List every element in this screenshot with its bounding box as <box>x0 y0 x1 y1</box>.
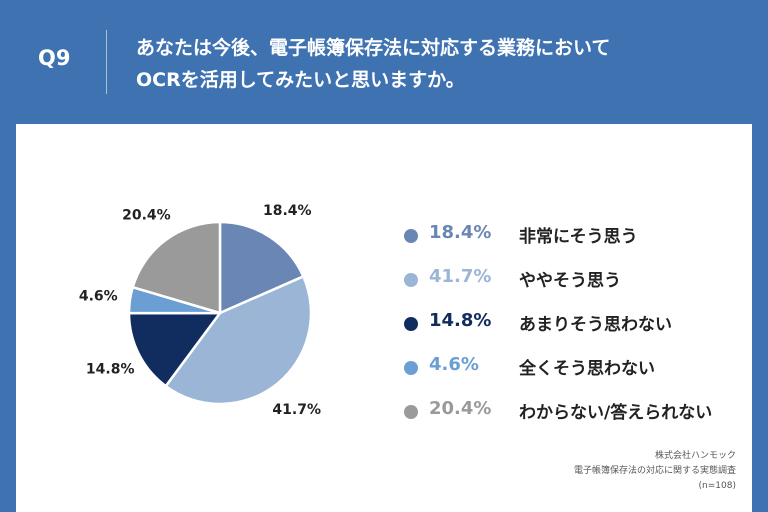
question-number: Q9 <box>38 46 71 70</box>
header-divider <box>106 30 107 94</box>
credit-company: 株式会社ハンモック <box>654 451 736 461</box>
slice-data-label: 41.7% <box>272 402 321 418</box>
slice-data-label: 20.4% <box>122 208 171 224</box>
question-title-line-2: OCRを活用してみたいと思いますか。 <box>136 69 465 91</box>
pie-slice <box>127 311 222 388</box>
slice-data-label: 14.8% <box>86 361 135 377</box>
legend-swatch <box>404 317 418 331</box>
legend-swatch <box>404 229 418 243</box>
legend-label: 全くそう思わない <box>519 359 655 379</box>
legend-swatch <box>404 405 418 419</box>
question-title-line-1: あなたは今後、電子帳簿保存法に対応する業務において <box>136 37 611 59</box>
slice-data-label: 18.4% <box>263 203 312 219</box>
pie-slice <box>131 220 222 315</box>
credits: 株式会社ハンモック 電子帳簿保存法の対応に関する実態調査 (n=108) <box>574 449 736 494</box>
chart-panel: 18.4% 41.7% 14.8% 4.6% 20.4% 18.4% 非常にそう思う 4… <box>16 124 752 512</box>
pie-slice <box>164 275 313 406</box>
credit-sample-size: (n=108) <box>698 481 736 491</box>
credit-survey: 電子帳簿保存法の対応に関する実態調査 <box>573 466 736 476</box>
pie-chart: 18.4% 41.7% 14.8% 4.6% 20.4% <box>79 203 321 418</box>
legend-percent: 41.7% <box>429 266 492 287</box>
legend-percent: 14.8% <box>429 310 492 331</box>
legend-label: あまりそう思わない <box>519 315 672 335</box>
legend-percent: 20.4% <box>429 398 492 419</box>
legend-percent: 4.6% <box>429 354 479 375</box>
legend-swatch <box>404 361 418 375</box>
pie-slice <box>218 220 305 315</box>
question-title: あなたは今後、電子帳簿保存法に対応する業務において OCRを活用してみたいと思い… <box>136 32 746 96</box>
legend-label: ややそう思う <box>519 271 621 291</box>
legend-label: 非常にそう思う <box>519 227 638 247</box>
legend-percent: 18.4% <box>429 222 492 243</box>
legend-label: わからない/答えられない <box>519 403 713 423</box>
header: Q9 あなたは今後、電子帳簿保存法に対応する業務において OCRを活用してみたい… <box>0 0 768 118</box>
legend-swatch <box>404 273 418 287</box>
slice-data-label: 4.6% <box>79 289 118 305</box>
